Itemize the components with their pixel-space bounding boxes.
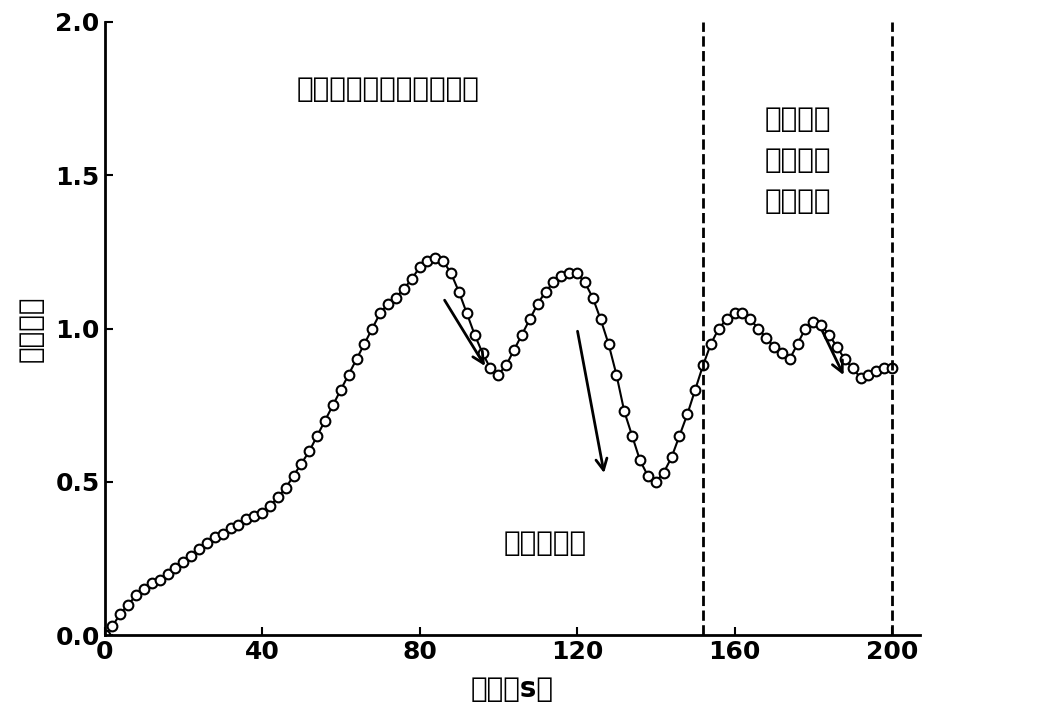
Y-axis label: 摩擦系数: 摩擦系数 [16, 295, 44, 362]
Text: 摩擦系数
较小幅度
下降阶段: 摩擦系数 较小幅度 下降阶段 [764, 105, 831, 215]
Text: 摩擦系数降: 摩擦系数降 [504, 529, 587, 557]
Text: 摩擦系数大幅度下降阶段: 摩擦系数大幅度下降阶段 [297, 75, 480, 103]
X-axis label: 时间（s）: 时间（s） [470, 675, 554, 703]
